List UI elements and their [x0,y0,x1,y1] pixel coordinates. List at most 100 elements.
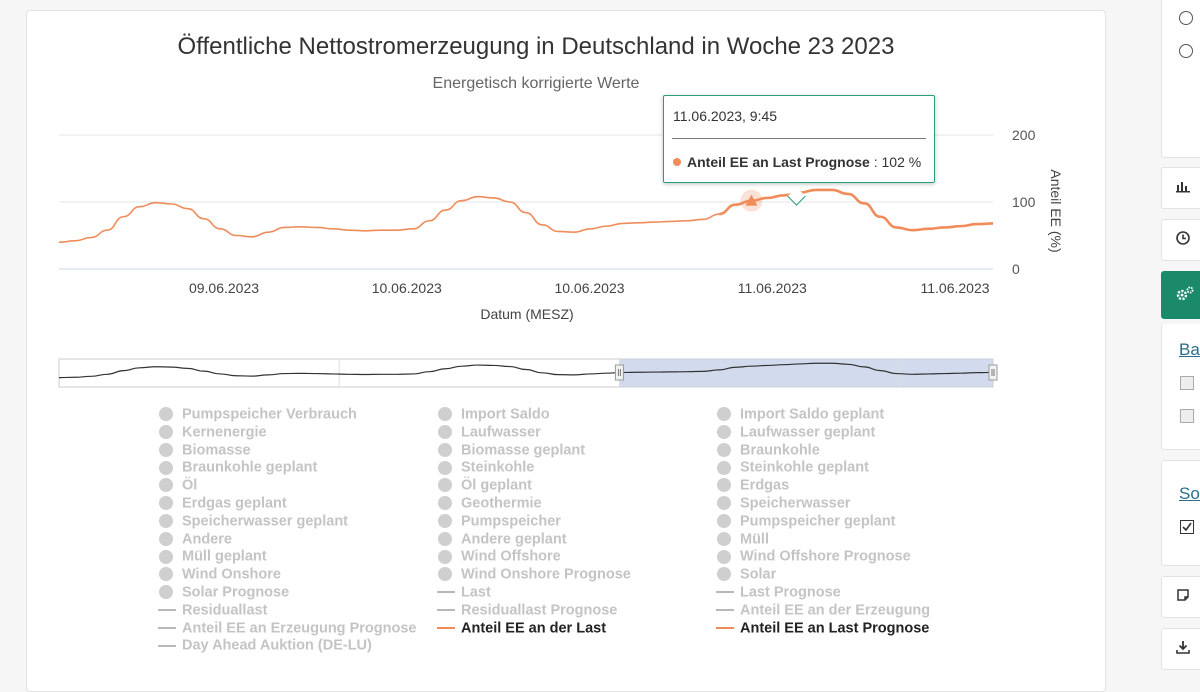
legend-label: Speicherwasser [740,495,851,512]
series-dot-icon [673,158,681,166]
legend-item[interactable]: Laufwasser [437,424,631,442]
legend-line-icon [158,602,176,620]
legend-item[interactable]: Wind Offshore Prognose [716,548,930,566]
legend-label: Biomasse geplant [461,442,586,459]
legend-item[interactable]: Braunkohle [716,442,930,460]
navigator-handle-left[interactable] [614,364,624,381]
legend-label: Braunkohle [740,442,820,459]
legend-item[interactable]: Anteil EE an Erzeugung Prognose [158,620,416,638]
x-tick-label: 11.06.2023 [920,280,989,296]
legend-item[interactable]: Müll [716,531,930,549]
bar-chart-icon [1176,179,1190,197]
checkbox-checked[interactable] [1180,520,1194,534]
sidebar-link[interactable]: Bal [1179,340,1200,359]
legend-item[interactable]: Anteil EE an der Erzeugung [716,602,930,620]
legend-label: Wind Onshore Prognose [461,566,631,583]
legend-dot-icon [158,495,174,513]
series-line-anteil-ee-last-prognose[interactable] [719,188,994,232]
legend-item[interactable]: Residuallast [158,602,416,620]
legend-dot-icon [158,584,174,602]
legend-label: Solar [740,566,777,583]
legend-item[interactable]: Anteil EE an der Last [437,620,631,638]
checkbox[interactable] [1180,409,1194,423]
sidebar: Bal Sor [1141,0,1200,675]
legend-dot-icon [158,531,174,549]
legend-label: Geothermie [461,495,542,512]
legend-dot-icon [158,548,174,566]
download-icon [1176,640,1190,658]
chart-card: Öffentliche Nettostromerzeugung in Deuts… [26,10,1106,692]
chart-subtitle: Energetisch korrigierte Werte [432,75,640,92]
legend-item[interactable]: Biomasse [158,442,416,460]
navigator[interactable] [58,358,998,388]
line-chart[interactable]: 0 100 200 Anteil EE (%) 09.06.2023 10.06.20… [27,11,1105,401]
legend-column: Import Saldo Laufwasser Biomasse geplant St… [437,406,631,637]
legend-item[interactable]: Pumpspeicher [437,513,631,531]
legend-label: Biomasse [182,442,251,459]
legend-line-icon [716,620,734,638]
legend-label: Last Prognose [740,584,841,601]
legend-item[interactable]: Braunkohle geplant [158,459,416,477]
settings-button[interactable] [1161,271,1200,319]
y-tick-label: 100 [1012,194,1036,210]
legend-item[interactable]: Geothermie [437,495,631,513]
legend-item[interactable]: Speicherwasser [716,495,930,513]
x-axis-label: Datum (MESZ) [480,306,573,322]
x-tick-label: 09.06.2023 [189,280,259,296]
legend-item[interactable]: Pumpspeicher geplant [716,513,930,531]
tooltip-value: 102 % [881,154,922,170]
legend-item[interactable]: Wind Offshore [437,548,631,566]
legend-item[interactable]: Erdgas geplant [158,495,416,513]
legend-dot-icon [716,495,732,513]
legend-item[interactable]: Andere geplant [437,531,631,549]
series-line-anteil-ee-last[interactable] [58,195,720,243]
legend-item[interactable]: Öl geplant [437,477,631,495]
legend-item[interactable]: Erdgas [716,477,930,495]
y-axis-label: Anteil EE (%) [1048,169,1064,252]
legend-item[interactable]: Steinkohle [437,459,631,477]
legend-item[interactable]: Solar [716,566,930,584]
legend-label: Laufwasser [461,424,541,441]
radio-option[interactable] [1179,44,1193,58]
legend-item[interactable]: Biomasse geplant [437,442,631,460]
checkbox[interactable] [1180,376,1194,390]
legend-label: Speicherwasser geplant [182,513,349,530]
legend-label: Solar Prognose [182,584,290,601]
legend-item[interactable]: Laufwasser geplant [716,424,930,442]
note-button[interactable] [1161,576,1200,618]
radio-option[interactable] [1179,11,1193,25]
legend-dot-icon [716,424,732,442]
legend-line-icon [716,584,734,602]
legend-label: Wind Onshore [182,566,281,583]
hover-marker [745,194,758,206]
legend-item[interactable]: Residuallast Prognose [437,602,631,620]
legend-label: Anteil EE an der Erzeugung [740,602,931,619]
legend-item[interactable]: Pumpspeicher Verbrauch [158,406,416,424]
legend-dot-icon [437,513,453,531]
legend-item[interactable]: Day Ahead Auktion (DE-LU) [158,637,416,655]
legend-item[interactable]: Import Saldo geplant [716,406,930,424]
chart-type-button[interactable] [1161,167,1200,209]
legend-item[interactable]: Wind Onshore Prognose [437,566,631,584]
legend-item[interactable]: Steinkohle geplant [716,459,930,477]
legend-item[interactable]: Anteil EE an Last Prognose [716,620,930,638]
legend-dot-icon [437,495,453,513]
legend-item[interactable]: Last [437,584,631,602]
sidebar-link[interactable]: Sor [1179,484,1200,503]
download-button[interactable] [1161,628,1200,670]
legend-item[interactable]: Last Prognose [716,584,930,602]
navigator-handle-right[interactable] [988,364,998,381]
legend-item[interactable]: Wind Onshore [158,566,416,584]
legend-item[interactable]: Müll geplant [158,548,416,566]
legend-line-icon [158,637,176,655]
legend-item[interactable]: Import Saldo [437,406,631,424]
time-button[interactable] [1161,219,1200,261]
legend-item[interactable]: Speicherwasser geplant [158,513,416,531]
legend-item[interactable]: Kernenergie [158,424,416,442]
legend-item[interactable]: Solar Prognose [158,584,416,602]
legend-item[interactable]: Andere [158,531,416,549]
legend-label: Last [461,584,491,601]
legend-item[interactable]: Öl [158,477,416,495]
legend-dot-icon [716,566,732,584]
legend-column: Pumpspeicher Verbrauch Kernenergie Biomass… [158,406,416,655]
